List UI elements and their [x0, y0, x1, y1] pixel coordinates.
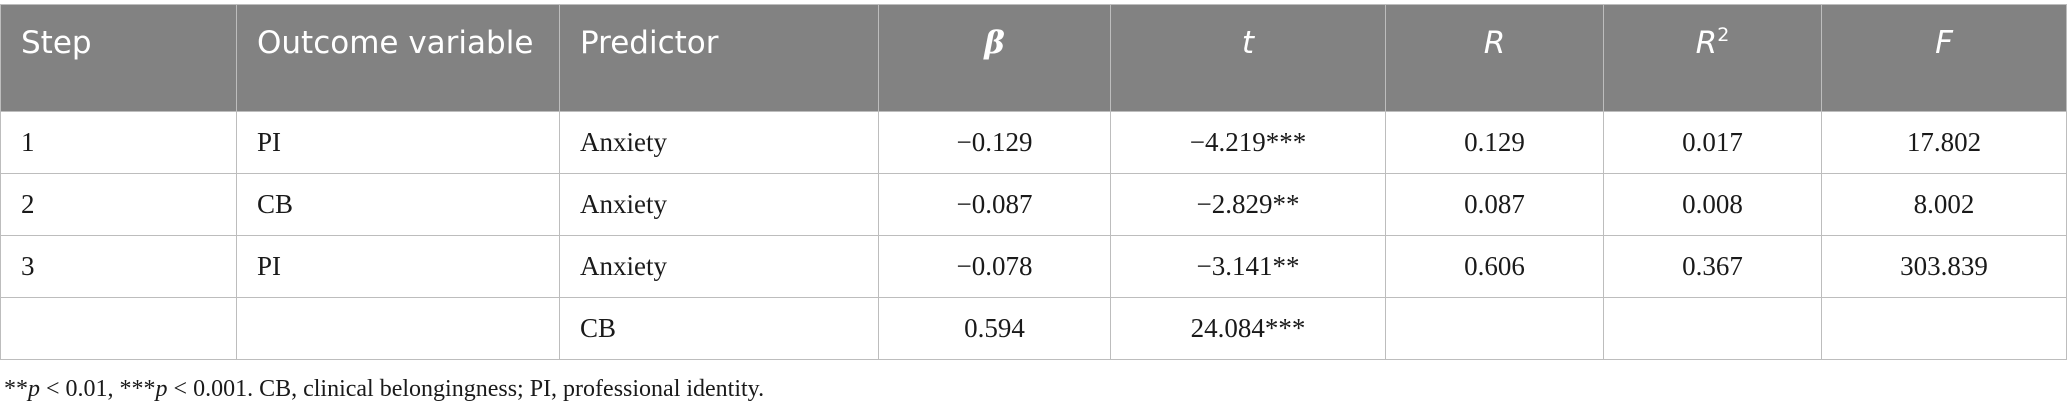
cell-r: 0.129	[1385, 111, 1604, 174]
cell-t: −4.219***	[1110, 111, 1386, 174]
cell-step: 3	[0, 235, 237, 298]
cell-t: −2.829**	[1110, 173, 1386, 236]
cell-step: 2	[0, 173, 237, 236]
footnote-text-1: < 0.01,	[40, 376, 120, 402]
regression-table: Step Outcome variable Predictor β t R R2…	[0, 4, 2067, 360]
header-outcome-variable: Outcome variable	[236, 4, 560, 112]
header-t: t	[1110, 4, 1386, 112]
cell-outcome	[236, 297, 560, 360]
table-row: 3 PI Anxiety −0.078 −3.141** 0.606 0.367…	[0, 235, 2067, 298]
header-row: Step Outcome variable Predictor β t R R2…	[0, 4, 2067, 112]
cell-r-squared: 0.008	[1603, 173, 1822, 236]
cell-f	[1821, 297, 2067, 360]
cell-outcome: PI	[236, 235, 560, 298]
footnote-stars-2: **	[4, 376, 28, 402]
cell-beta: −0.078	[878, 235, 1111, 298]
cell-step: 1	[0, 111, 237, 174]
header-beta: β	[878, 4, 1111, 112]
table-row: 2 CB Anxiety −0.087 −2.829** 0.087 0.008…	[0, 173, 2067, 236]
cell-t: 24.084***	[1110, 297, 1386, 360]
cell-predictor: Anxiety	[559, 111, 879, 174]
header-predictor: Predictor	[559, 4, 879, 112]
header-r-squared: R2	[1603, 4, 1822, 112]
cell-f: 8.002	[1821, 173, 2067, 236]
header-r: R	[1385, 4, 1604, 112]
cell-step	[0, 297, 237, 360]
table-row: 1 PI Anxiety −0.129 −4.219*** 0.129 0.01…	[0, 111, 2067, 174]
header-r-squared-base: R	[1695, 25, 1718, 61]
cell-r	[1385, 297, 1604, 360]
header-r-squared-exponent: 2	[1717, 24, 1730, 46]
cell-t: −3.141**	[1110, 235, 1386, 298]
cell-r-squared: 0.367	[1603, 235, 1822, 298]
cell-predictor: Anxiety	[559, 235, 879, 298]
cell-f: 17.802	[1821, 111, 2067, 174]
cell-r: 0.606	[1385, 235, 1604, 298]
footnote-p-symbol: p	[28, 376, 40, 402]
cell-predictor: CB	[559, 297, 879, 360]
table-row: CB 0.594 24.084***	[0, 297, 2067, 360]
table-footnote: **p < 0.01, ***p < 0.001. CB, clinical b…	[4, 376, 764, 403]
cell-beta: −0.087	[878, 173, 1111, 236]
footnote-stars-3: ***	[119, 376, 156, 402]
cell-outcome: PI	[236, 111, 560, 174]
cell-f: 303.839	[1821, 235, 2067, 298]
footnote-text-2: < 0.001. CB, clinical belongingness; PI,…	[167, 376, 765, 402]
cell-r-squared	[1603, 297, 1822, 360]
footnote-p-symbol: p	[155, 376, 168, 402]
cell-predictor: Anxiety	[559, 173, 879, 236]
cell-beta: −0.129	[878, 111, 1111, 174]
cell-r: 0.087	[1385, 173, 1604, 236]
header-step: Step	[0, 4, 237, 112]
cell-outcome: CB	[236, 173, 560, 236]
cell-beta: 0.594	[878, 297, 1111, 360]
cell-r-squared: 0.017	[1603, 111, 1822, 174]
header-f: F	[1821, 4, 2067, 112]
